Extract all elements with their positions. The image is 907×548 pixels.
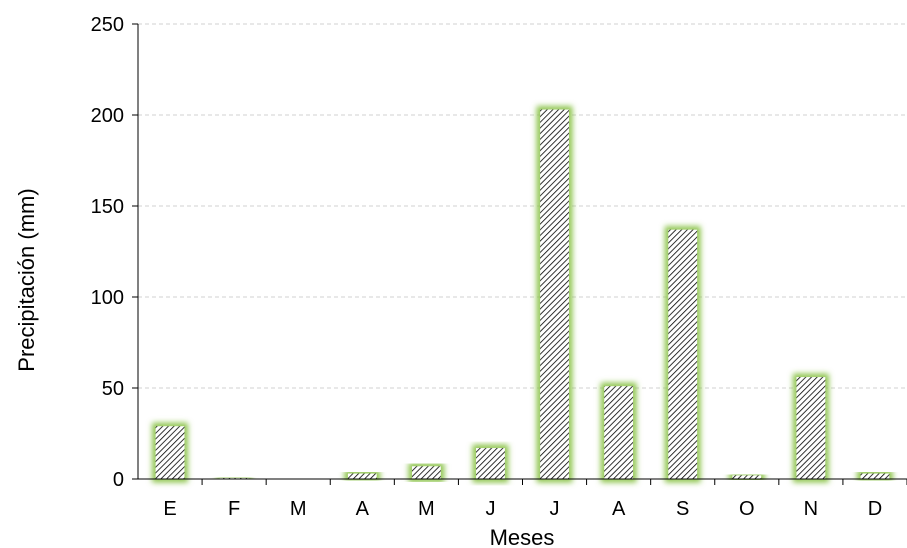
y-tick-label: 50 <box>102 378 124 400</box>
gridlines <box>138 23 907 389</box>
axes <box>137 24 907 480</box>
x-tick-label: F <box>228 498 240 520</box>
y-tick-label: 250 <box>91 14 124 36</box>
y-tick-label: 150 <box>91 196 124 218</box>
x-tick-label: A <box>612 498 626 520</box>
bar <box>152 422 188 483</box>
bar-fill <box>411 466 441 479</box>
y-axis-title: Precipitación (mm) <box>14 188 39 371</box>
x-tick-label: J <box>550 498 560 520</box>
y-tick-label: 200 <box>91 105 124 127</box>
bar-fill <box>732 475 762 479</box>
bar <box>536 106 573 483</box>
bar <box>408 462 445 483</box>
bar-fill <box>347 473 377 479</box>
bar <box>728 471 765 483</box>
bar <box>472 444 509 483</box>
bar-fill <box>668 229 698 479</box>
x-axis-title: Meses <box>490 525 555 548</box>
bar-fill <box>540 109 569 479</box>
x-tick-label: D <box>868 498 882 520</box>
x-tick-label: E <box>163 498 176 520</box>
bar-fill <box>860 473 890 479</box>
bar-fill <box>476 448 505 479</box>
y-tick-label: 0 <box>113 469 124 491</box>
bar <box>857 470 893 483</box>
bar <box>344 470 381 483</box>
x-tick-label: M <box>290 498 307 520</box>
bar <box>664 226 701 483</box>
bar-fill <box>796 377 826 479</box>
y-tick-label: 100 <box>91 287 124 309</box>
x-tick-label: J <box>485 498 495 520</box>
x-tick-label: S <box>676 498 689 520</box>
bar <box>600 382 637 483</box>
bars <box>152 106 893 483</box>
x-tick-label: N <box>804 498 818 520</box>
bar-fill <box>155 426 185 479</box>
bar <box>792 373 829 483</box>
bar-fill <box>604 386 634 479</box>
x-tick-label: O <box>739 498 755 520</box>
y-tick-labels: 0 50 100 150 200 250 <box>91 14 138 491</box>
x-tick-label: M <box>418 498 435 520</box>
x-tick-label: A <box>356 498 370 520</box>
